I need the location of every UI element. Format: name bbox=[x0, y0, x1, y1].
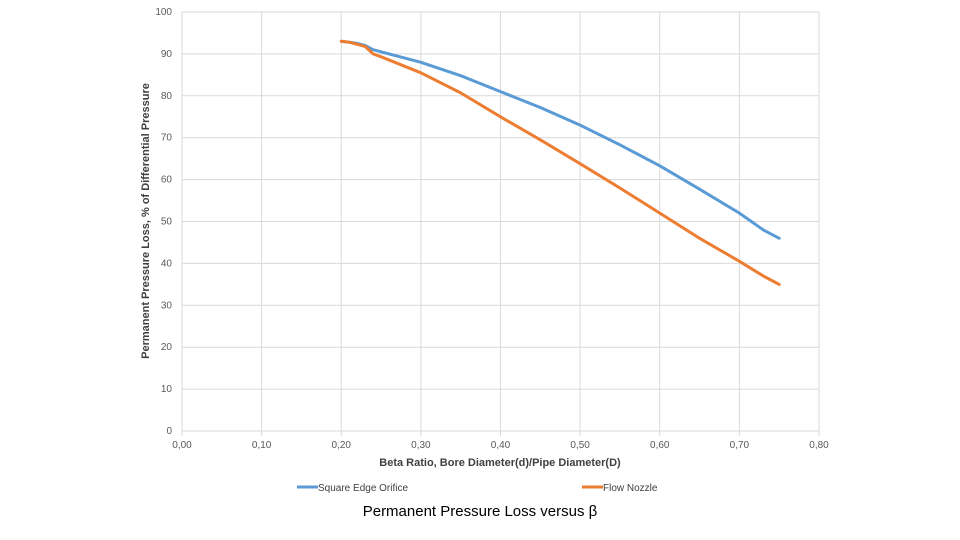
gridlines bbox=[182, 12, 819, 431]
series-line-flow-nozzle bbox=[341, 41, 779, 284]
x-tick-label: 0,50 bbox=[570, 440, 590, 451]
x-tick-label: 0,00 bbox=[172, 440, 192, 451]
x-tick-label: 0,10 bbox=[252, 440, 272, 451]
legend-label-square-edge-orifice: Square Edge Orifice bbox=[318, 483, 408, 494]
y-tick-label: 40 bbox=[161, 258, 173, 269]
y-axis-title: Permanent Pressure Loss, % of Differenti… bbox=[140, 83, 152, 359]
x-tick-label: 0,60 bbox=[650, 440, 670, 451]
series-line-square-edge-orifice bbox=[341, 41, 779, 238]
y-tick-label: 0 bbox=[166, 426, 172, 437]
x-tick-label: 0,30 bbox=[411, 440, 431, 451]
chart-caption: Permanent Pressure Loss versus β bbox=[0, 503, 960, 520]
y-tick-label: 100 bbox=[155, 7, 172, 18]
x-tick-label: 0,80 bbox=[809, 440, 829, 451]
y-tick-label: 50 bbox=[161, 217, 173, 228]
y-tick-label: 70 bbox=[161, 133, 173, 144]
y-tick-label: 10 bbox=[161, 384, 173, 395]
y-tick-label: 20 bbox=[161, 342, 173, 353]
x-axis-title: Beta Ratio, Bore Diameter(d)/Pipe Diamet… bbox=[379, 457, 621, 469]
y-tick-label: 60 bbox=[161, 175, 173, 186]
x-tick-label: 0,40 bbox=[491, 440, 511, 451]
y-tick-label: 80 bbox=[161, 91, 173, 102]
x-tick-label: 0,70 bbox=[730, 440, 750, 451]
y-tick-label: 30 bbox=[161, 300, 173, 311]
x-tick-label: 0,20 bbox=[332, 440, 352, 451]
tick-labels: 0 10 20 30 40 50 60 70 80 90 100 0,00 0,10 0,20 0,30 0,… bbox=[155, 7, 829, 451]
legend: Square Edge Orifice Flow Nozzle bbox=[297, 483, 658, 494]
y-tick-label: 90 bbox=[161, 49, 173, 60]
series-lines bbox=[341, 41, 779, 284]
legend-label-flow-nozzle: Flow Nozzle bbox=[603, 483, 658, 494]
